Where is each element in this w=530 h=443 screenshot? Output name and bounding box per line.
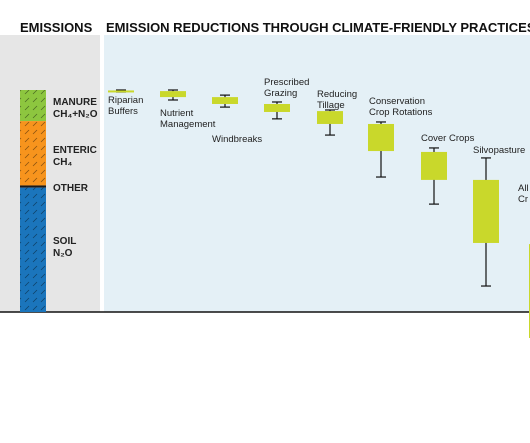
left-panel [0,35,100,312]
category-label: Management [160,119,216,130]
left-title: EMISSIONS [20,20,93,35]
box [160,91,186,98]
category-label: Grazing [264,88,297,99]
box [212,97,238,104]
category-label: Conservation [369,96,425,107]
segment-texture [20,90,46,122]
category-label: Cr [518,194,528,205]
category-label: Riparian [108,95,143,106]
segment-label: ENTERIC [53,145,97,156]
box [317,111,343,124]
segment-label: CH₄+N₂O [53,109,98,120]
category-label: Prescribed [264,77,309,88]
category-label: All [518,183,529,194]
segment-label: CH₄ [53,157,72,168]
segment-label: N₂O [53,248,73,259]
segment-label: OTHER [53,183,89,194]
category-label: Silvopasture [473,145,525,156]
segment-texture [20,187,46,312]
box [421,151,447,180]
category-label: Cover Crops [421,133,475,144]
box [368,123,394,152]
segment-label: SOIL [53,236,76,247]
right-panel [104,35,530,312]
box [264,103,290,112]
box [473,179,499,243]
category-label: Reducing [317,89,357,100]
stack-segment [20,185,46,188]
category-label: Buffers [108,106,138,117]
box [108,90,134,93]
right-title: EMISSION REDUCTIONS THROUGH CLIMATE-FRIE… [106,20,530,35]
segment-label: MANURE [53,97,97,108]
category-label: Windbreaks [212,134,262,145]
category-label: Tillage [317,100,345,111]
segment-texture [20,121,46,186]
category-label: Crop Rotations [369,107,433,118]
category-label: Nutrient [160,108,194,119]
